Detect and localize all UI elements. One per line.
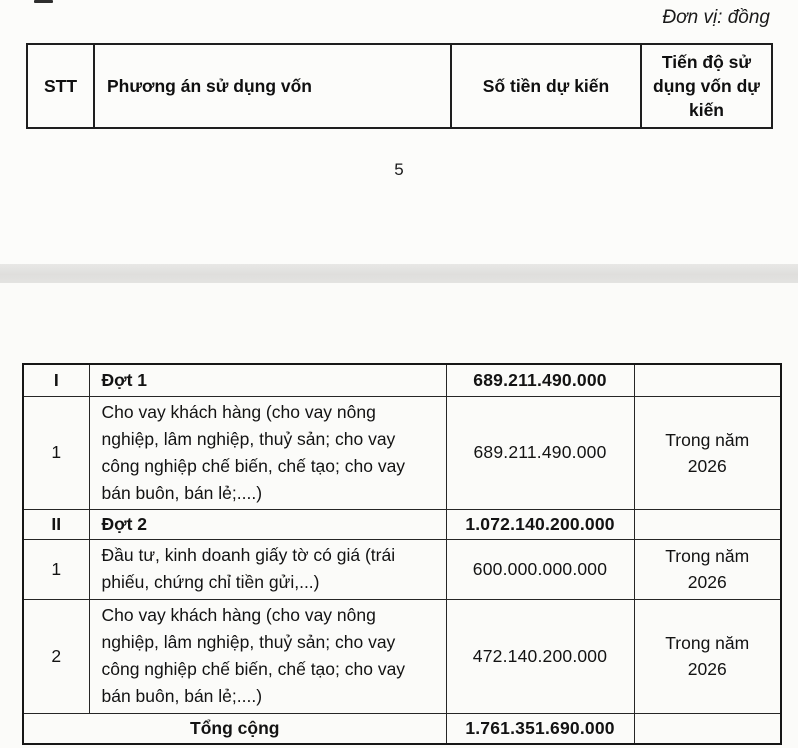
amount-cell: 600.000.000.000 bbox=[445, 538, 635, 600]
plan-cell: Đầu tư, kinh doanh giấy tờ có giá (trái … bbox=[88, 538, 447, 600]
stt-cell: I bbox=[22, 363, 90, 397]
table-row-section-2: II Đợt 2 1.072.140.200.000 bbox=[22, 508, 782, 540]
amount-cell: 689.211.490.000 bbox=[445, 395, 635, 510]
table-row-section-1: I Đợt 1 689.211.490.000 bbox=[22, 363, 782, 397]
total-label-cell: Tổng cộng bbox=[22, 712, 447, 745]
header-cell-plan: Phương án sử dụng vốn bbox=[93, 43, 452, 129]
table-row-detail-1: 1 Cho vay khách hàng (cho vay nông nghiệ… bbox=[22, 395, 782, 510]
plan-cell: Cho vay khách hàng (cho vay nông nghiệp,… bbox=[88, 395, 447, 510]
total-amount-cell: 1.761.351.690.000 bbox=[445, 712, 635, 745]
stt-cell: 1 bbox=[22, 395, 90, 510]
plan-cell: Đợt 2 bbox=[88, 508, 447, 540]
header-cell-amount: Số tiền dự kiến bbox=[450, 43, 642, 129]
table-row-detail-3: 2 Cho vay khách hàng (cho vay nông nghiệ… bbox=[22, 598, 782, 714]
header-cell-stt: STT bbox=[26, 43, 95, 129]
schedule-cell bbox=[633, 508, 782, 540]
schedule-cell bbox=[633, 363, 782, 397]
stt-cell: 1 bbox=[22, 538, 90, 600]
scan-artifact bbox=[34, 0, 53, 3]
amount-cell: 689.211.490.000 bbox=[445, 363, 635, 397]
stt-cell: II bbox=[22, 508, 90, 540]
table-header-row: STT Phương án sử dụng vốn Số tiền dự kiế… bbox=[26, 43, 773, 129]
table-row-total: Tổng cộng 1.761.351.690.000 bbox=[22, 712, 782, 745]
total-schedule-cell bbox=[633, 712, 782, 745]
unit-label: Đơn vị: đồng bbox=[662, 7, 770, 28]
fund-usage-data-table: I Đợt 1 689.211.490.000 1 Cho vay khách … bbox=[22, 363, 782, 745]
stt-cell: 2 bbox=[22, 598, 90, 714]
schedule-cell: Trong năm 2026 bbox=[633, 395, 782, 510]
table-row-detail-2: 1 Đầu tư, kinh doanh giấy tờ có giá (trá… bbox=[22, 538, 782, 600]
header-cell-schedule: Tiến độ sử dụng vốn dự kiến bbox=[640, 43, 773, 129]
plan-cell: Cho vay khách hàng (cho vay nông nghiệp,… bbox=[88, 598, 447, 714]
page-number: 5 bbox=[394, 160, 404, 179]
amount-cell: 472.140.200.000 bbox=[445, 598, 635, 714]
schedule-cell: Trong năm 2026 bbox=[633, 598, 782, 714]
page-separator-bar bbox=[0, 264, 798, 283]
plan-cell: Đợt 1 bbox=[88, 363, 447, 397]
schedule-cell: Trong năm 2026 bbox=[633, 538, 782, 600]
amount-cell: 1.072.140.200.000 bbox=[445, 508, 635, 540]
fund-usage-header-table: STT Phương án sử dụng vốn Số tiền dự kiế… bbox=[26, 43, 773, 129]
